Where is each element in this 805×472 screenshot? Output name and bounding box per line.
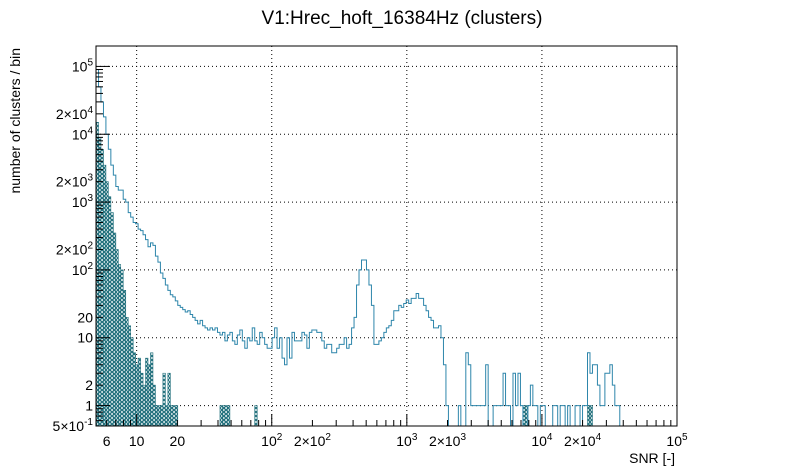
hatched-bar [120,269,124,427]
y-tick-label: 2×104 [56,105,94,122]
hatched-bar [122,290,127,427]
axis-ticks: 6 10 20 102 2×102 103 2×103 104 2×104 1055×10-112… [53,45,688,449]
hatched-bar [170,405,174,427]
hatched-bar [130,337,134,427]
hatched-bar [162,372,166,427]
y-tick-label: 5×10-1 [53,417,94,434]
x-tick-label: 104 [531,432,553,449]
hatched-bar [222,405,226,427]
hatched-bar [125,317,129,427]
outline-histogram [95,69,638,427]
hatched-bar [227,405,231,427]
x-tick-label: 6 [103,433,111,449]
y-tick-label: 2×103 [56,173,94,190]
hatched-bar [117,264,122,427]
hatched-bar [110,212,114,427]
x-tick-label: 105 [666,432,688,449]
hatched-bar [155,405,159,427]
hatched-bar [115,249,119,427]
hatched-bar [589,405,593,427]
y-tick-label: 102 [72,261,94,278]
hatched-bar [142,384,146,427]
hatched-histogram [95,122,593,427]
x-tick-label: 102 [261,432,283,449]
hatched-bar [98,137,102,427]
x-tick-label: 2×102 [294,432,332,449]
y-tick-label: 10 [77,330,93,346]
y-tick-label: 20 [77,309,93,325]
hatched-bar [150,352,154,427]
hatched-bar [145,357,149,427]
hatched-bar [219,405,223,427]
y-tick-label: 104 [72,125,94,142]
outline-series [95,69,638,427]
hatched-bar [137,357,141,427]
hatched-bar [132,352,136,427]
grid [96,46,677,426]
y-tick-label: 2×102 [56,240,94,257]
hatched-bar [113,232,117,427]
hatched-bar [172,405,176,427]
hatched-bar [103,164,107,427]
hatched-bar [165,405,169,427]
hatched-bar [108,196,112,427]
x-tick-label: 103 [396,432,418,449]
x-tick-label: 20 [170,433,186,449]
hatched-bar [224,405,228,427]
hatched-bar [100,149,104,427]
y-tick-label: 1 [85,398,93,414]
y-tick-label: 2 [85,377,93,393]
hatched-bar [152,384,156,427]
hatched-bar [587,405,591,427]
y-axis-label: number of clusters / bin [7,48,23,194]
x-tick-label: 10 [129,433,145,449]
chart-title: V1:Hrec_hoft_16384Hz (clusters) [262,8,543,29]
hatched-bar [167,372,171,427]
y-tick-label: 105 [72,57,94,74]
x-axis-label: SNR [-] [629,450,675,466]
hatched-bar [157,405,161,427]
x-tick-label: 2×103 [429,432,467,449]
hatched-bar [254,405,258,427]
hatched-bar [147,364,151,427]
hatched-bar [160,405,164,427]
hatched-bar [127,325,131,427]
plot-frame [95,45,678,427]
y-tick-label: 103 [72,193,94,210]
hatched-bar [105,181,109,427]
x-tick-label: 2×104 [564,432,602,449]
hatched-bar [140,372,144,427]
